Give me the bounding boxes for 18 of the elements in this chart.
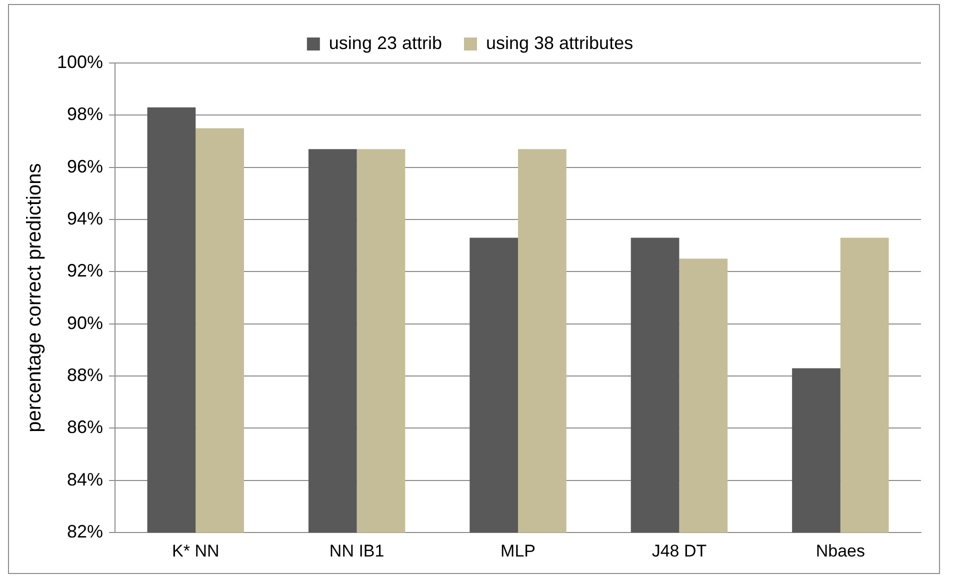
x-tick-label: NN IB1 <box>329 541 384 560</box>
y-axis-title: percentage correct predictions <box>24 163 46 432</box>
y-tick-label: 96% <box>67 156 104 176</box>
y-tick-label: 90% <box>67 312 104 333</box>
y-tick-label: 82% <box>67 522 104 542</box>
y-tick-label: 100% <box>56 52 104 72</box>
y-tick-label: 92% <box>67 260 104 281</box>
x-tick-label: J48 DT <box>652 541 707 560</box>
x-tick-label: MLP <box>500 541 536 560</box>
x-tick-label: K* NN <box>172 541 220 560</box>
y-tick-label: 88% <box>67 365 104 386</box>
y-tick-label: 94% <box>67 208 104 228</box>
y-tick-label: 98% <box>67 104 104 124</box>
y-tick-label: 84% <box>67 469 104 490</box>
y-tick-label: 86% <box>67 417 104 438</box>
legend-label: using 38 attributes <box>486 32 634 53</box>
legend-label: using 23 attrib <box>328 32 442 53</box>
x-tick-label: Nbaes <box>816 541 865 560</box>
